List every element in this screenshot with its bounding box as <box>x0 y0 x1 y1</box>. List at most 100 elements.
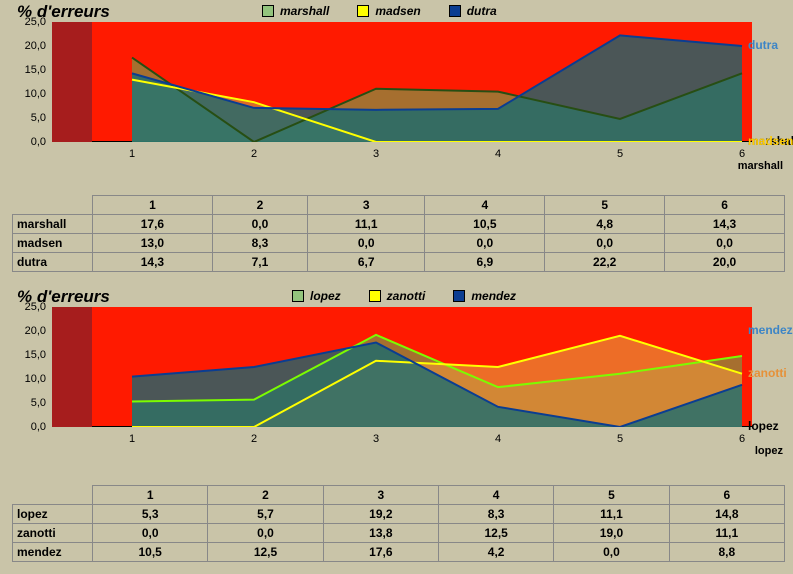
legend-swatch-marshall <box>262 5 274 17</box>
y-tick: 10,0 <box>25 88 46 100</box>
x-axis-1: 1 2 3 4 5 6 <box>52 146 752 166</box>
table-row-label: mendez <box>13 543 93 562</box>
x-tick: 1 <box>129 433 135 445</box>
legend-swatch-zanotti <box>369 290 381 302</box>
x-tick: 3 <box>373 433 379 445</box>
x-tick: 2 <box>251 148 257 160</box>
table-cell: 4,8 <box>545 215 665 234</box>
y-axis-1: 0,05,010,015,020,025,0 <box>2 22 50 146</box>
table-cell: 6,7 <box>307 253 424 272</box>
legend-item-mendez: mendez <box>453 289 516 303</box>
table-cell: 22,2 <box>545 253 665 272</box>
table-cell: 12,5 <box>438 524 553 543</box>
x-axis-2: 1 2 3 4 5 6 <box>52 431 752 451</box>
table-cell: 6,9 <box>425 253 545 272</box>
table-cell: 8,3 <box>212 234 307 253</box>
legend-2: lopez zanotti mendez <box>292 289 516 303</box>
legend-item-zanotti: zanotti <box>369 289 426 303</box>
legend-1: marshall madsen dutra <box>262 4 497 18</box>
table-cell: 5,7 <box>208 505 323 524</box>
table-cell: 11,1 <box>669 524 784 543</box>
table-cell: 14,8 <box>669 505 784 524</box>
table-cell: 11,1 <box>554 505 669 524</box>
table-row-label: dutra <box>13 253 93 272</box>
x-tick: 2 <box>251 433 257 445</box>
series-tag-lopez: lopez <box>748 419 779 433</box>
table-row-label: madsen <box>13 234 93 253</box>
table-col-header: 5 <box>545 196 665 215</box>
table-col-header: 5 <box>554 486 669 505</box>
x-tick: 4 <box>495 148 501 160</box>
legend-swatch-madsen <box>357 5 369 17</box>
table-row: madsen13,08,30,00,00,00,0 <box>13 234 785 253</box>
table-col-header: 1 <box>93 486 208 505</box>
table-corner <box>13 196 93 215</box>
y-tick: 15,0 <box>25 64 46 76</box>
series-tag-madsen: madsen <box>748 134 793 148</box>
table-cell: 10,5 <box>425 215 545 234</box>
table-col-header: 3 <box>323 486 438 505</box>
table-cell: 0,0 <box>665 234 785 253</box>
table-cell: 14,3 <box>93 253 213 272</box>
panel-2: % d'erreurs lopez zanotti mendez 0,05,01… <box>2 285 791 574</box>
table-col-header: 4 <box>438 486 553 505</box>
table-cell: 17,6 <box>93 215 213 234</box>
table-row-label: lopez <box>13 505 93 524</box>
plot-1: marshallmadsendutra <box>52 22 752 142</box>
legend-label-zanotti: zanotti <box>387 289 426 303</box>
x-tick: 3 <box>373 148 379 160</box>
panel-1: % d'erreurs marshall madsen dutra 0,05,0… <box>2 0 791 285</box>
y-tick: 25,0 <box>25 301 46 313</box>
y-tick: 20,0 <box>25 325 46 337</box>
table-row-label: zanotti <box>13 524 93 543</box>
data-table-2: 123456lopez5,35,719,28,311,114,8zanotti 0… <box>12 485 785 562</box>
table-row: zanotti0,00,013,812,519,011,1 <box>13 524 785 543</box>
table-cell: 20,0 <box>665 253 785 272</box>
table-row: dutra14,37,16,76,922,220,0 <box>13 253 785 272</box>
table-row-label: marshall <box>13 215 93 234</box>
x-tick: 5 <box>617 433 623 445</box>
table-col-header: 3 <box>307 196 424 215</box>
table-cell: 0,0 <box>545 234 665 253</box>
table-cell: 13,0 <box>93 234 213 253</box>
y-tick: 10,0 <box>25 373 46 385</box>
y-axis-2: 0,05,010,015,020,025,0 <box>2 307 50 431</box>
x-tick: 6 <box>739 433 745 445</box>
table-col-header: 4 <box>425 196 545 215</box>
series-tag-zanotti: zanotti <box>748 366 787 380</box>
table-cell: 5,3 <box>93 505 208 524</box>
x-axis-label-1: marshall <box>738 160 783 172</box>
table-col-header: 1 <box>93 196 213 215</box>
y-tick: 5,0 <box>31 112 46 124</box>
legend-swatch-mendez <box>453 290 465 302</box>
y-tick: 25,0 <box>25 16 46 28</box>
y-tick: 5,0 <box>31 397 46 409</box>
table-cell: 14,3 <box>665 215 785 234</box>
legend-label-dutra: dutra <box>467 4 497 18</box>
y-tick: 15,0 <box>25 349 46 361</box>
legend-swatch-dutra <box>449 5 461 17</box>
table-row: marshall17,60,011,110,54,814,3 <box>13 215 785 234</box>
table-cell: 8,8 <box>669 543 784 562</box>
table-cell: 0,0 <box>307 234 424 253</box>
plot-2: lopezzanottimendez <box>52 307 752 427</box>
table-cell: 0,0 <box>208 524 323 543</box>
legend-label-mendez: mendez <box>471 289 516 303</box>
table-row: lopez5,35,719,28,311,114,8 <box>13 505 785 524</box>
chart-svg-2 <box>52 307 752 427</box>
table-col-header: 2 <box>208 486 323 505</box>
y-tick: 0,0 <box>31 136 46 148</box>
series-tag-dutra: dutra <box>748 38 778 52</box>
legend-swatch-lopez <box>292 290 304 302</box>
table-col-header: 6 <box>669 486 784 505</box>
x-tick: 5 <box>617 148 623 160</box>
table-cell: 13,8 <box>323 524 438 543</box>
x-tick: 6 <box>739 148 745 160</box>
table-cell: 7,1 <box>212 253 307 272</box>
legend-item-dutra: dutra <box>449 4 497 18</box>
x-tick: 1 <box>129 148 135 160</box>
legend-label-marshall: marshall <box>280 4 329 18</box>
x-tick: 4 <box>495 433 501 445</box>
chart-svg-1 <box>52 22 752 142</box>
table-col-header: 2 <box>212 196 307 215</box>
